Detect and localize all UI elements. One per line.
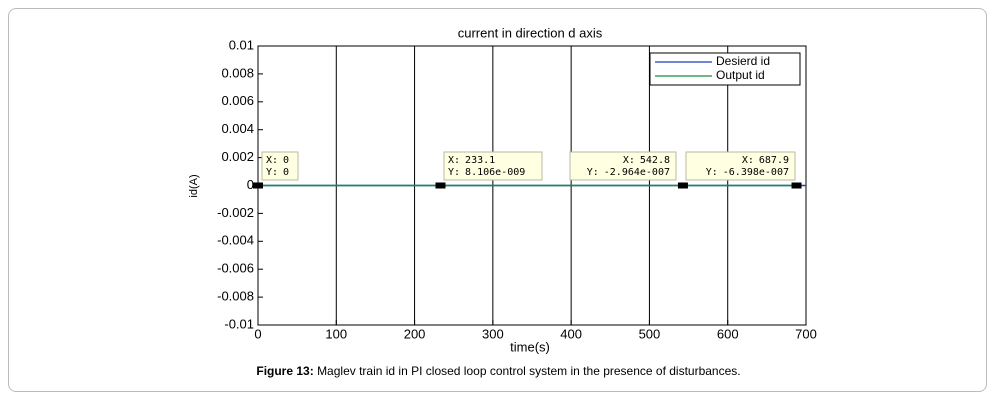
datatip-prefix: X: xyxy=(448,155,460,166)
datatip-prefix: X: xyxy=(623,155,635,166)
legend-box xyxy=(649,52,801,86)
datatip-marker xyxy=(435,182,446,189)
datatip-x: X: 0 xyxy=(266,155,289,166)
x-axis-label: time(s) xyxy=(510,339,550,354)
y-tick-label: 0.006 xyxy=(221,93,254,108)
datatip-y-value: -2.964e-007 xyxy=(604,167,670,178)
y-tick-label: 0 xyxy=(247,177,254,192)
datatip-x: X: 233.1 xyxy=(448,155,495,166)
figure-frame xyxy=(8,8,987,392)
x-tick-label: 200 xyxy=(404,326,426,341)
caption-label: Figure 13: xyxy=(256,364,314,378)
y-tick-label: -0.002 xyxy=(217,205,254,220)
y-tick-label: 0.01 xyxy=(229,37,254,52)
datatip-x-value: 233.1 xyxy=(465,155,495,166)
y-axis-label: id(A) xyxy=(188,174,200,197)
caption-text: Maglev train id in PI closed loop contro… xyxy=(317,364,741,378)
datatip-marker xyxy=(791,182,802,189)
x-tick-label: 300 xyxy=(482,326,504,341)
y-tick-label: -0.008 xyxy=(217,289,254,304)
x-tick-label: 100 xyxy=(325,326,347,341)
x-tick-label: 600 xyxy=(717,326,739,341)
datatip-x-value: 0 xyxy=(283,155,289,166)
datatip-prefix: Y: xyxy=(266,167,278,178)
datatip-y-value: 8.106e-009 xyxy=(465,167,525,178)
y-tick-label: -0.006 xyxy=(217,261,254,276)
datatip-y-value: -6.398e-007 xyxy=(723,167,789,178)
datatip-y-value: 0 xyxy=(283,167,289,178)
datatip-x: X: 542.8 xyxy=(623,155,670,166)
x-tick-label: 400 xyxy=(560,326,582,341)
y-tick-label: 0.004 xyxy=(221,121,254,136)
y-tick-label: -0.01 xyxy=(224,316,254,331)
datatip-box xyxy=(443,151,543,181)
datatip: X: 0 Y: 0 xyxy=(253,151,299,189)
datatip-prefix: Y: xyxy=(587,167,599,178)
datatip-prefix: Y: xyxy=(448,167,460,178)
y-tick-label: 0.008 xyxy=(221,65,254,80)
datatip-box xyxy=(261,151,299,181)
datatip-y: Y: 0 xyxy=(266,167,289,178)
y-tick-label: 0.002 xyxy=(221,149,254,164)
datatip-y: Y: -6.398e-007 xyxy=(706,167,789,178)
x-tick-label: 700 xyxy=(795,326,817,341)
datatip-y: Y: 8.106e-009 xyxy=(448,167,525,178)
legend-label: Desierd id xyxy=(716,54,770,68)
datatip: X: 687.9 Y: -6.398e-007 xyxy=(685,151,802,189)
datatip-x-value: 542.8 xyxy=(640,155,670,166)
datatip-marker xyxy=(253,182,263,189)
datatip-x-value: 687.9 xyxy=(759,155,789,166)
datatip-prefix: Y: xyxy=(706,167,718,178)
x-tick-label: 0 xyxy=(254,326,261,341)
datatip-prefix: X: xyxy=(266,155,278,166)
datatip-x: X: 687.9 xyxy=(742,155,789,166)
datatip-y: Y: -2.964e-007 xyxy=(587,167,670,178)
chart-title: current in direction d axis xyxy=(458,25,603,40)
datatip-box xyxy=(569,151,677,181)
datatip-marker xyxy=(677,182,688,189)
caption: Figure 13: Maglev train id in PI closed … xyxy=(0,364,997,378)
datatip: X: 233.1 Y: 8.106e-009 xyxy=(435,151,543,189)
datatip: X: 542.8 Y: -2.964e-007 xyxy=(569,151,688,189)
legend-label: Output id xyxy=(716,68,765,82)
datatip-prefix: X: xyxy=(742,155,754,166)
x-tick-label: 500 xyxy=(639,326,661,341)
datatip-box xyxy=(685,151,796,181)
y-tick-label: -0.004 xyxy=(217,233,254,248)
